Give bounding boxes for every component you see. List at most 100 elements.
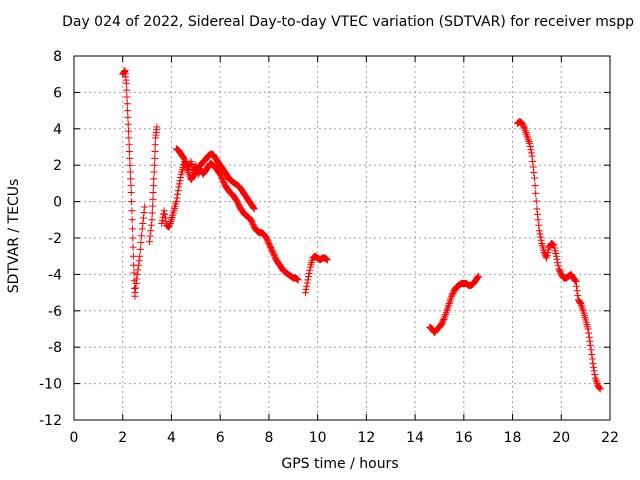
data-point (586, 337, 594, 345)
data-point (129, 234, 137, 242)
data-point (149, 202, 157, 210)
data-point (183, 165, 191, 173)
data-point (445, 300, 453, 308)
data-point (445, 301, 453, 309)
data-point (587, 341, 595, 349)
data-point (443, 305, 451, 313)
data-point (125, 134, 133, 142)
data-point (524, 136, 532, 144)
data-point (132, 284, 140, 292)
data-point (442, 309, 450, 317)
data-point (166, 219, 174, 227)
data-point (442, 310, 450, 318)
data-point (525, 138, 533, 146)
data-point (139, 214, 147, 222)
data-point (167, 218, 175, 226)
data-point (133, 275, 141, 283)
y-tick-label: 0 (53, 195, 62, 211)
data-point (158, 219, 166, 227)
data-point (596, 384, 604, 392)
x-tick-label: 8 (264, 430, 273, 446)
data-point (306, 266, 314, 274)
data-point (136, 252, 144, 260)
y-tick-label: -10 (39, 377, 62, 393)
data-point (138, 225, 146, 233)
x-axis-label: GPS time / hours (281, 456, 399, 472)
data-point (250, 204, 258, 212)
data-point (191, 170, 199, 178)
data-point (529, 158, 537, 166)
data-point (180, 156, 188, 164)
data-point (526, 143, 534, 151)
data-point (151, 148, 159, 156)
data-point (150, 161, 158, 169)
data-point (596, 385, 604, 393)
data-point (572, 278, 580, 286)
x-tick-label: 16 (455, 430, 473, 446)
data-point (520, 123, 528, 131)
data-point (127, 182, 135, 190)
data-point (123, 86, 131, 94)
data-point (521, 127, 529, 135)
data-point (183, 163, 191, 171)
data-point (305, 273, 312, 281)
data-point (148, 209, 156, 217)
data-point (147, 221, 155, 229)
data-points (119, 67, 604, 393)
data-point (174, 190, 182, 198)
data-point (323, 256, 331, 264)
y-tick-label: 6 (53, 85, 62, 101)
data-point (161, 214, 169, 222)
data-point (182, 161, 190, 169)
plot-frame (73, 55, 611, 421)
data-point (524, 134, 532, 142)
data-point (123, 100, 131, 108)
data-point (151, 141, 159, 149)
data-point (554, 262, 562, 270)
x-tick-label: 14 (406, 430, 424, 446)
data-point (573, 287, 581, 295)
data-point (585, 333, 593, 341)
data-point (138, 232, 146, 240)
data-point (132, 280, 140, 287)
y-tick-label: 2 (53, 158, 62, 174)
data-point (129, 243, 137, 251)
y-tick-label: -6 (48, 304, 62, 320)
data-point (129, 252, 137, 260)
data-point (120, 68, 128, 76)
data-point (124, 120, 132, 128)
x-tick-label: 6 (216, 430, 225, 446)
data-point (136, 245, 144, 253)
data-point (534, 216, 542, 224)
data-point (591, 374, 599, 382)
y-tick-label: 8 (53, 49, 62, 65)
data-point (125, 141, 133, 149)
data-point (124, 107, 132, 115)
data-point (261, 232, 269, 240)
data-point (176, 177, 184, 185)
data-point (249, 203, 257, 211)
data-point (590, 367, 598, 375)
data-point (303, 282, 311, 290)
data-point (537, 233, 545, 241)
data-point (444, 303, 452, 311)
data-point (474, 272, 482, 280)
data-point (122, 79, 130, 87)
data-point (123, 93, 131, 101)
data-point (530, 168, 538, 176)
data-point (150, 175, 158, 183)
data-point (440, 315, 448, 323)
data-point (149, 189, 157, 196)
data-point (523, 130, 531, 138)
data-point (128, 225, 136, 233)
data-point (137, 239, 145, 247)
data-point (173, 194, 181, 202)
data-point (527, 146, 535, 154)
data-point (443, 307, 451, 315)
data-point (181, 159, 189, 167)
data-point (149, 195, 157, 203)
data-point (139, 219, 147, 227)
data-point (535, 221, 543, 229)
data-point (535, 227, 543, 235)
